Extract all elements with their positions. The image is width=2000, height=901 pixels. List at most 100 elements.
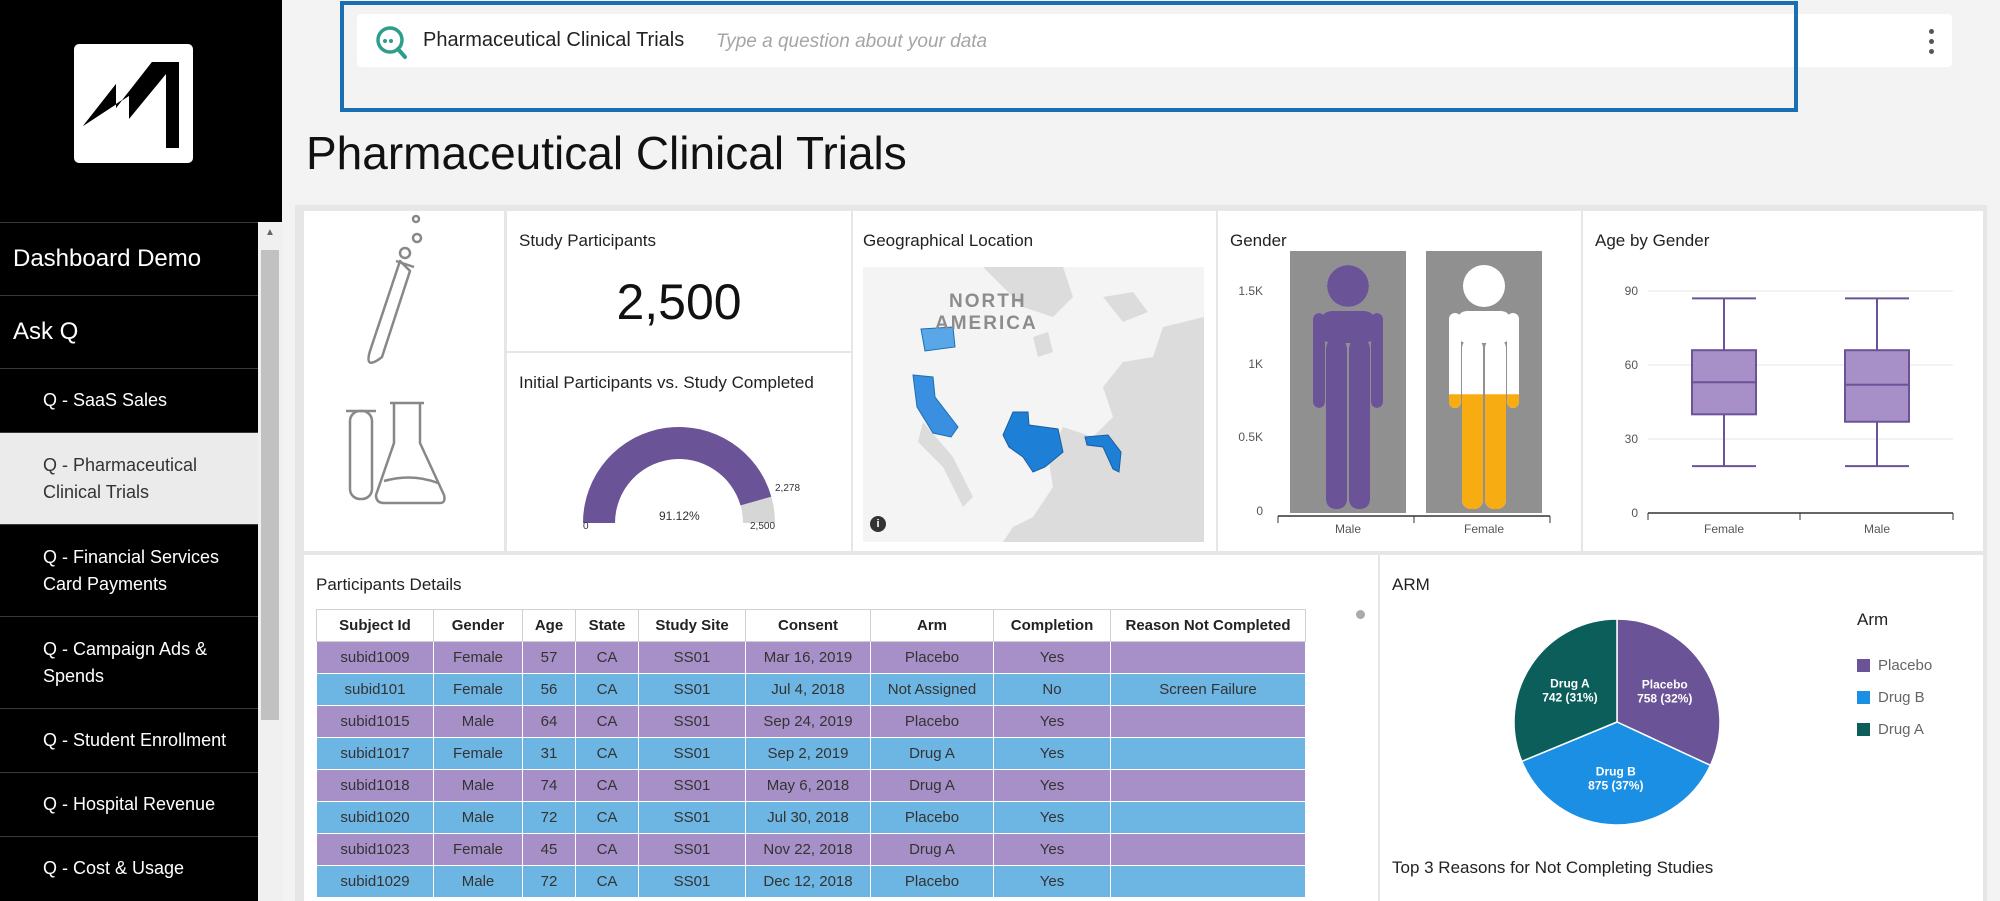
table-cell: subid1018 xyxy=(316,769,434,802)
sidebar-scrollbar[interactable]: ▲ xyxy=(258,222,282,901)
sidebar-item-ask-q[interactable]: Ask Q xyxy=(0,295,258,368)
column-header[interactable]: Reason Not Completed xyxy=(1110,609,1306,642)
sidebar-item-dashboard-demo[interactable]: Dashboard Demo xyxy=(0,222,258,295)
sidebar-nav: Dashboard Demo Ask Q Q - SaaS Sales Q - Pha… xyxy=(0,222,258,900)
table-row[interactable]: subid1018 Male 74 CA SS01 May 6, 2018 Drug A Ye… xyxy=(316,769,1306,802)
table-cell: No xyxy=(993,673,1111,706)
female-figure-bar xyxy=(1426,251,1542,513)
table-cell: SS01 xyxy=(638,801,746,834)
table-cell: Drug A xyxy=(870,737,994,770)
sidebar-item-q-student-enrollment[interactable]: Q - Student Enrollment xyxy=(0,708,258,772)
table-cell: subid1020 xyxy=(316,801,434,834)
age-ytick-90: 90 xyxy=(1625,284,1639,298)
table-cell: CA xyxy=(575,737,639,770)
map-label-line1: NORTH xyxy=(949,291,1027,312)
column-header[interactable]: Age xyxy=(522,609,576,642)
pie-slice-label: 875 (37%) xyxy=(1588,779,1643,793)
table-cell xyxy=(1110,705,1306,738)
lab-icons-illustration xyxy=(346,214,446,505)
table-row[interactable]: subid1023 Female 45 CA SS01 Nov 22, 2018 Drug … xyxy=(316,833,1306,866)
boxplot-female xyxy=(1691,297,1757,468)
sidebar-item-label: Q - Financial Services Card Payments xyxy=(43,546,220,594)
gauge-completed-arc xyxy=(583,426,772,523)
table-cell xyxy=(1110,833,1306,866)
gender-ytick-3: 0.5K xyxy=(1238,430,1263,444)
table-cell: Yes xyxy=(993,801,1111,834)
q-topic-label[interactable]: Pharmaceutical Clinical Trials xyxy=(423,29,685,51)
vertical-dots-icon[interactable] xyxy=(1924,26,1938,56)
table-row[interactable]: subid1017 Female 31 CA SS01 Sep 2, 2019 Drug A… xyxy=(316,737,1306,770)
table-header-row: Subject Id Gender Age State Study Site Consen… xyxy=(316,609,1306,642)
pie-slice-placebo xyxy=(1616,618,1721,767)
age-card: Age by Gender 90 60 30 0 Female Male xyxy=(1583,211,1983,551)
sidebar-item-q-cost-usage[interactable]: Q - Cost & Usage xyxy=(0,836,258,900)
scroll-up-arrow-icon[interactable]: ▲ xyxy=(265,227,275,238)
column-header[interactable]: Arm xyxy=(870,609,994,642)
table-cell: CA xyxy=(575,769,639,802)
arm-card: ARM Placebo 758 (32%) Drug B 875 (37%) Drug … xyxy=(1380,555,1983,901)
column-header[interactable]: Completion xyxy=(993,609,1111,642)
age-boxplot: 90 60 30 0 Female Male xyxy=(1625,284,1954,536)
gauge-completed-label: 2,278 xyxy=(775,483,801,494)
geo-card: Geographical Location NORTH AMERICA i xyxy=(853,211,1216,551)
table-cell: SS01 xyxy=(638,705,746,738)
column-header[interactable]: State xyxy=(575,609,639,642)
legend-swatch xyxy=(1857,723,1870,736)
table-row[interactable]: subid101 Female 56 CA SS01 Jul 4, 2018 Not Ass… xyxy=(316,673,1306,706)
table-cell: Female xyxy=(433,833,523,866)
table-cell: Jul 30, 2018 xyxy=(745,801,871,834)
table-cell: Screen Failure xyxy=(1110,673,1306,706)
arm-legend-title: Arm xyxy=(1857,610,1889,629)
info-icon[interactable]: i xyxy=(870,516,886,532)
logo-area xyxy=(0,0,282,222)
north-america-map[interactable]: NORTH AMERICA xyxy=(863,267,1204,542)
q-assistant-icon xyxy=(376,26,407,59)
table-cell xyxy=(1110,769,1306,802)
legend-item[interactable]: Placebo xyxy=(1857,657,1932,674)
app-logo[interactable] xyxy=(74,44,193,163)
table-row[interactable]: subid1009 Female 57 CA SS01 Mar 16, 2019 Place… xyxy=(316,641,1306,674)
pie-slice-label: Drug B xyxy=(1596,765,1636,779)
table-row[interactable]: subid1020 Male 72 CA SS01 Jul 30, 2018 Placebo… xyxy=(316,801,1306,834)
column-header[interactable]: Consent xyxy=(745,609,871,642)
scroll-thumb[interactable] xyxy=(261,250,279,720)
table-cell: Sep 24, 2019 xyxy=(745,705,871,738)
pie-slice-label: Drug A xyxy=(1550,677,1590,691)
table-row[interactable]: subid1015 Male 64 CA SS01 Sep 24, 2019 Placebo… xyxy=(316,705,1306,738)
table-cell: Male xyxy=(433,769,523,802)
legend-swatch xyxy=(1857,691,1870,704)
column-header[interactable]: Subject Id xyxy=(316,609,434,642)
table-cell: 72 xyxy=(522,801,576,834)
sidebar-item-q-campaign-ads-spends[interactable]: Q - Campaign Ads & Spends xyxy=(0,616,258,708)
table-cell: subid1023 xyxy=(316,833,434,866)
sidebar-item-q-hospital-revenue[interactable]: Q - Hospital Revenue xyxy=(0,772,258,836)
table-cell: Male xyxy=(433,865,523,898)
table-cell: Female xyxy=(433,737,523,770)
column-header[interactable]: Study Site xyxy=(638,609,746,642)
table-cell: May 6, 2018 xyxy=(745,769,871,802)
sidebar-item-label: Q - Pharmaceutical Clinical Trials xyxy=(43,454,198,502)
sidebar-item-label: Q - Cost & Usage xyxy=(43,858,185,878)
table-cell xyxy=(1110,641,1306,674)
sidebar-item-label: Q - Student Enrollment xyxy=(43,730,227,750)
table-row[interactable]: subid1029 Male 72 CA SS01 Dec 12, 2018 Placebo… xyxy=(316,865,1306,898)
state-washington xyxy=(920,326,956,352)
sidebar-item-label: Q - Hospital Revenue xyxy=(43,794,216,814)
sidebar-item-q-financial-services-card-payments[interactable]: Q - Financial Services Card Payments xyxy=(0,524,258,616)
table-cell: CA xyxy=(575,641,639,674)
arm-title: ARM xyxy=(1392,575,1430,594)
sidebar-item-q-saas-sales[interactable]: Q - SaaS Sales xyxy=(0,368,258,432)
sidebar-item-q-pharmaceutical-clinical-trials[interactable]: Q - Pharmaceutical Clinical Trials xyxy=(0,432,258,524)
table-scroll-indicator[interactable] xyxy=(1356,610,1365,619)
sidebar-item-label: Ask Q xyxy=(13,318,79,345)
gender-xlabel-male: Male xyxy=(1335,522,1361,536)
legend-item[interactable]: Drug B xyxy=(1857,689,1925,706)
sidebar-item-label: Dashboard Demo xyxy=(13,245,202,272)
column-header[interactable]: Gender xyxy=(433,609,523,642)
page-title: Pharmaceutical Clinical Trials xyxy=(306,127,907,179)
legend-item[interactable]: Drug A xyxy=(1857,721,1924,738)
age-title: Age by Gender xyxy=(1595,231,1710,250)
q-question-input[interactable] xyxy=(714,26,1618,58)
table-cell: Female xyxy=(433,673,523,706)
